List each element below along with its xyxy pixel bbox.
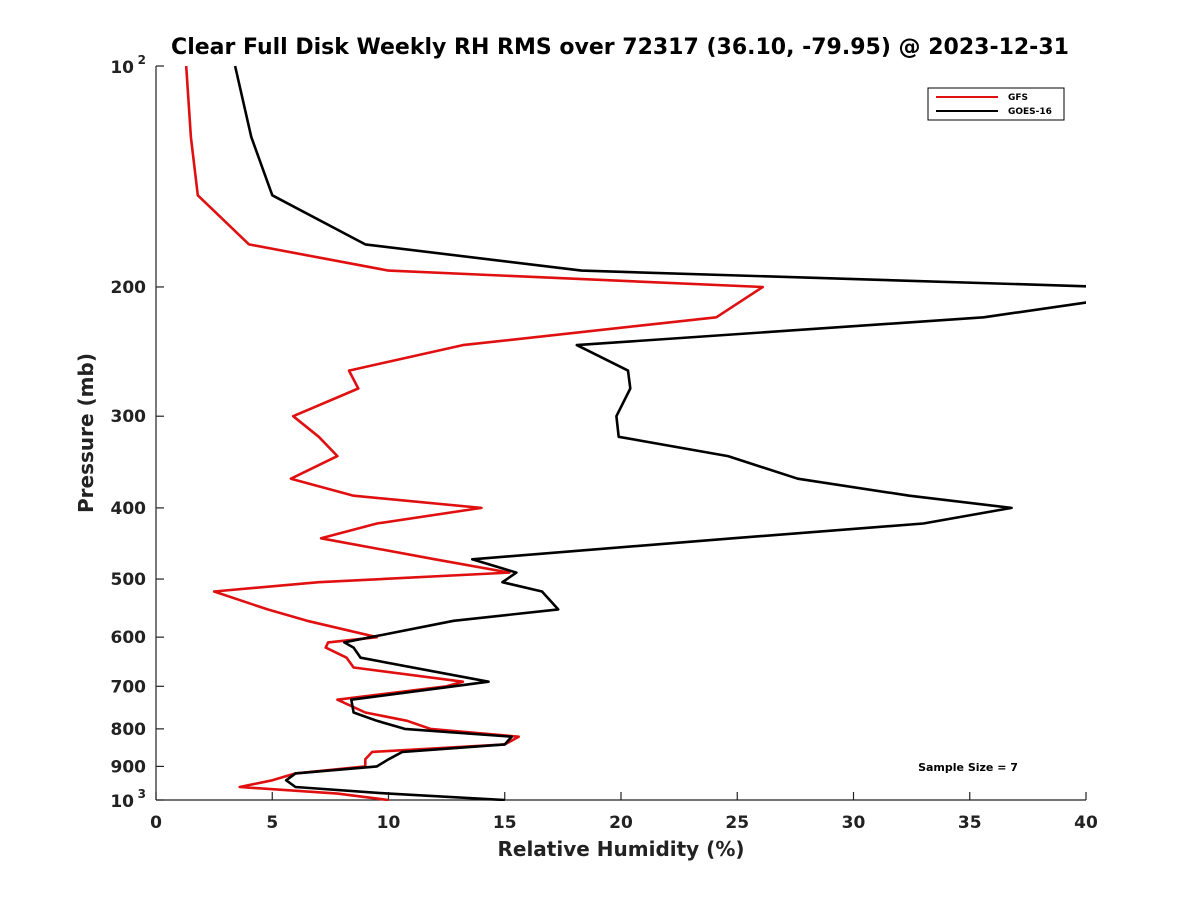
series-layer <box>184 65 1086 801</box>
x-tick-label: 25 <box>725 813 749 833</box>
x-tick-label: 35 <box>958 813 982 833</box>
plot-area <box>156 66 1086 800</box>
y-tick-label: 800 <box>111 720 147 740</box>
x-axis-label: Relative Humidity (%) <box>497 837 744 861</box>
series-gfs-line <box>184 65 765 801</box>
x-tick-label: 20 <box>609 813 633 833</box>
y-tick-label: 900 <box>111 757 147 777</box>
x-tick-label: 10 <box>377 813 401 833</box>
legend-label-gfs: GFS <box>1008 93 1028 103</box>
series-goes16-line <box>233 65 1086 801</box>
y-tick-label: 200 <box>111 278 147 298</box>
y-axis-ticks: 10 2 200 300 400 500 600 700 800 900 10 3 <box>110 53 164 812</box>
y-tick-label: 400 <box>111 499 147 519</box>
y-tick-label-power: 10 3 <box>110 787 146 812</box>
sample-size-annotation: Sample Size = 7 <box>918 761 1018 774</box>
legend-label-goes16: GOES-16 <box>1008 107 1052 117</box>
y-tick-base: 10 <box>110 792 134 812</box>
y-tick-base: 10 <box>110 58 134 78</box>
y-tick-label-power: 10 2 <box>110 53 146 78</box>
legend: GFS GOES-16 <box>927 87 1065 121</box>
y-tick-label: 500 <box>111 570 147 590</box>
chart-title: Clear Full Disk Weekly RH RMS over 72317… <box>171 35 1069 60</box>
x-tick-label: 15 <box>493 813 517 833</box>
x-tick-label: 30 <box>842 813 866 833</box>
y-tick-label: 600 <box>111 628 147 648</box>
x-tick-label: 0 <box>150 813 162 833</box>
y-tick-exponent: 2 <box>138 53 146 67</box>
y-tick-label: 700 <box>111 677 147 697</box>
y-tick-label: 300 <box>111 407 147 427</box>
x-tick-label: 40 <box>1074 813 1098 833</box>
legend-box <box>927 87 1065 121</box>
x-axis-ticks: 0 5 10 15 20 25 30 35 40 <box>150 792 1098 833</box>
y-axis-label: Pressure (mb) <box>74 353 98 513</box>
x-tick-label: 5 <box>266 813 278 833</box>
y-tick-exponent: 3 <box>138 787 146 801</box>
